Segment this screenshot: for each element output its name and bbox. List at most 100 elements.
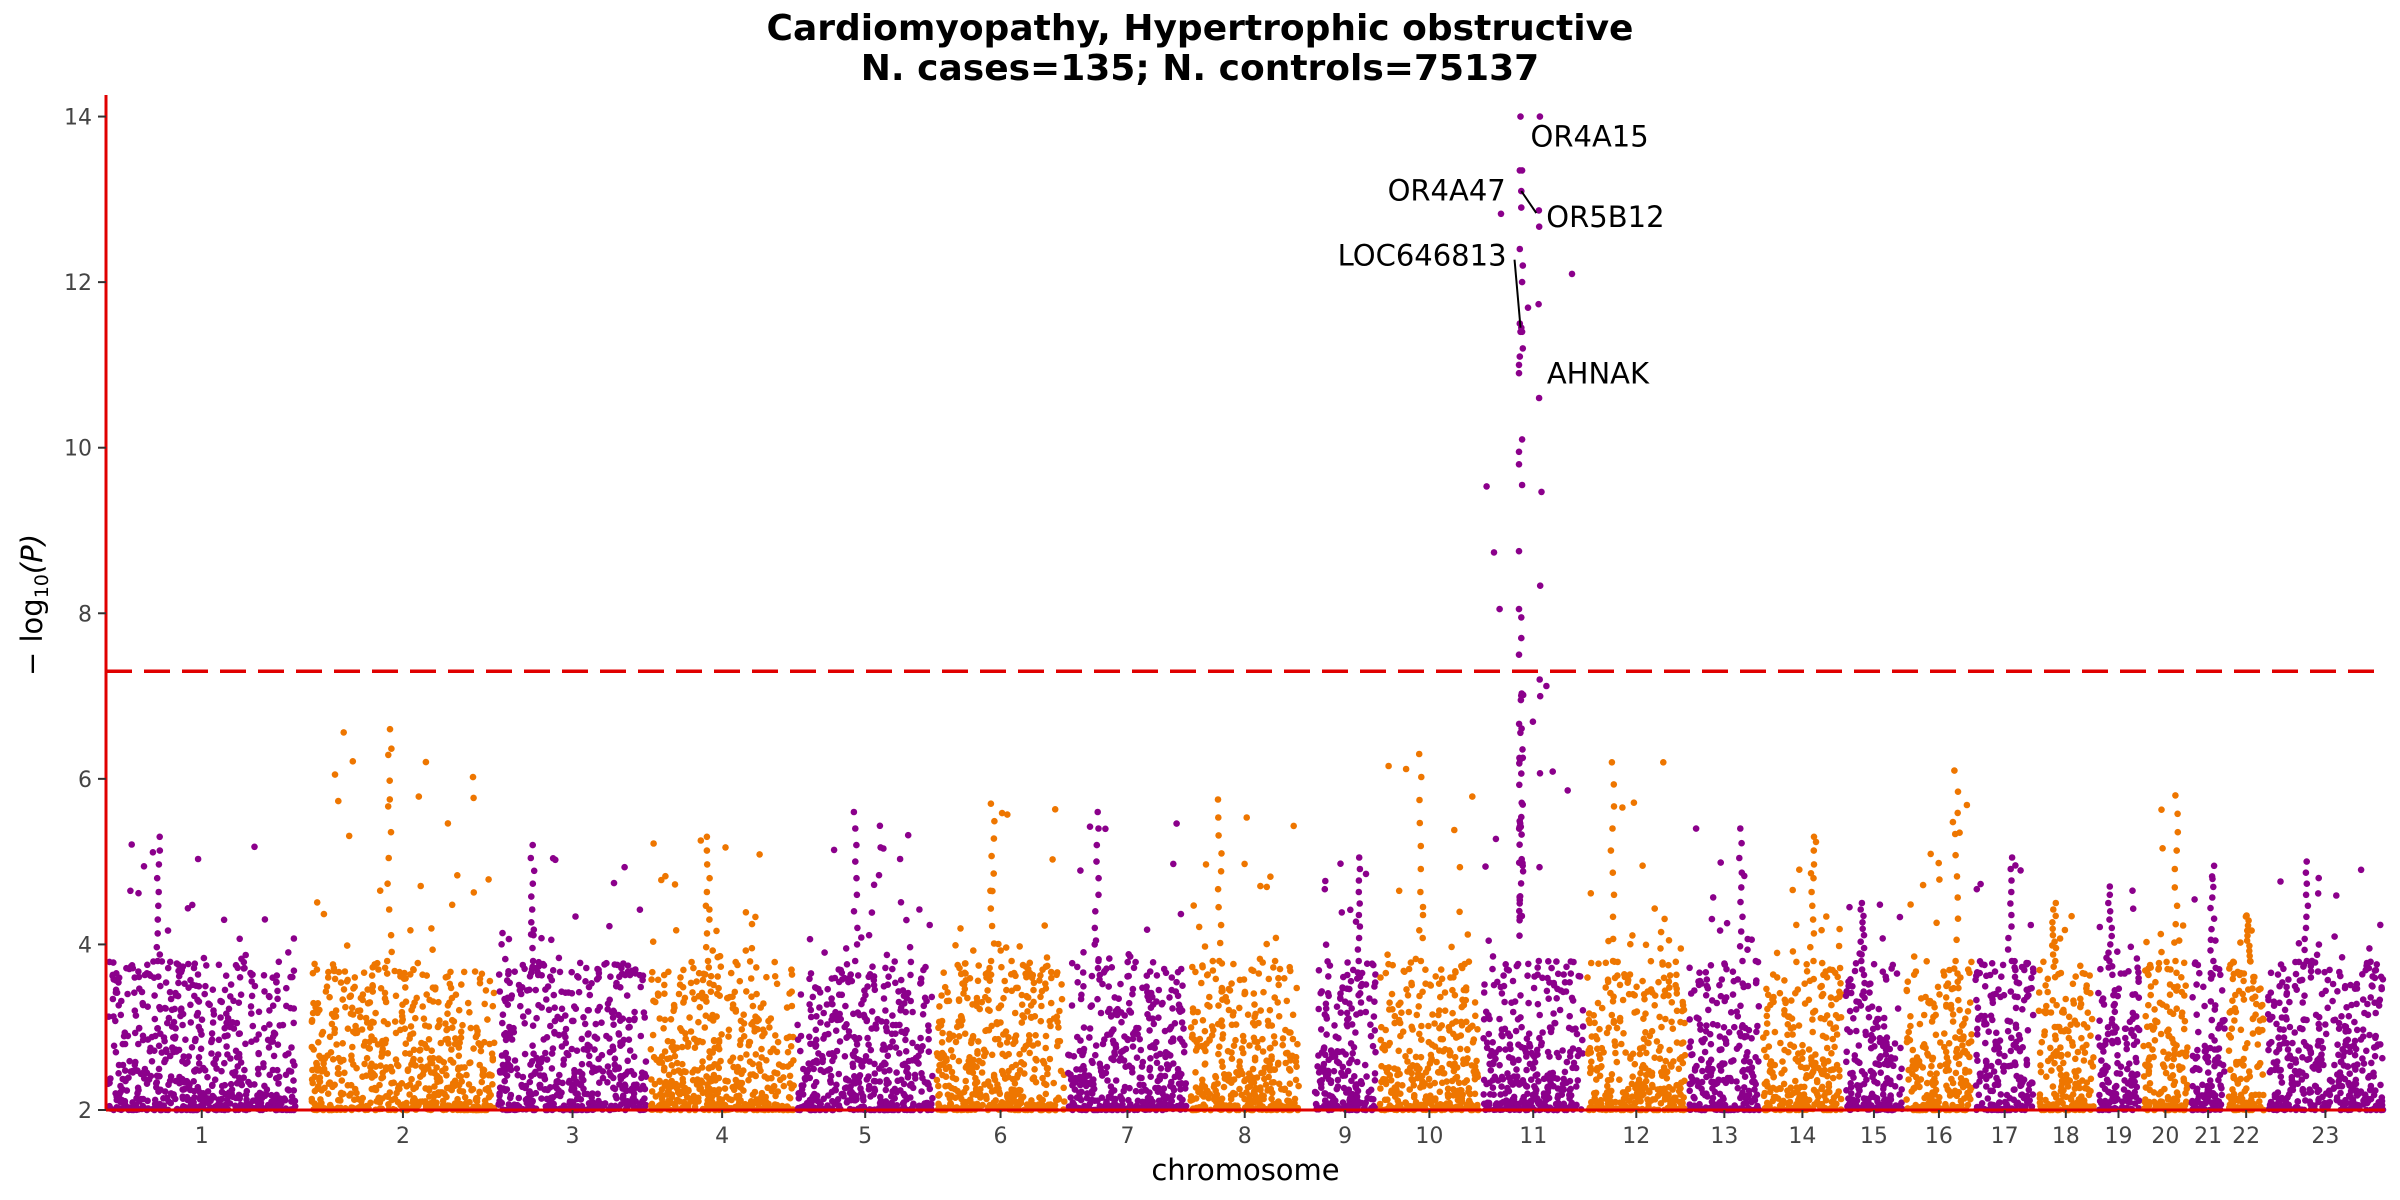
snp-point-1800 [636, 906, 644, 913]
snp-point-2546 [824, 985, 831, 993]
snp-point-3199 [991, 1087, 999, 1094]
snp-point-3467 [1173, 978, 1180, 986]
snp-point-3611 [1068, 1002, 1076, 1009]
snp-point-3185 [1026, 1049, 1033, 1057]
snp-point-470 [237, 991, 245, 998]
snp-point-548 [119, 1075, 126, 1083]
snp-point-3226 [952, 942, 959, 949]
snp-point-4446 [1457, 1032, 1465, 1039]
snp-point-1741 [515, 981, 523, 989]
snp-point-1695 [591, 1046, 598, 1053]
snp-point-3650 [1177, 910, 1185, 918]
snp-point-4666 [1534, 964, 1541, 971]
snp-point-2777 [876, 822, 884, 830]
snp-point-2622 [845, 1028, 853, 1035]
snp-point-1140 [376, 1095, 384, 1102]
snp-point-4044 [1190, 902, 1197, 909]
snp-point-3901 [1281, 975, 1288, 982]
snp-point-501 [224, 1051, 231, 1058]
snp-point-1231 [335, 968, 343, 976]
snp-point-4149 [1357, 1009, 1364, 1017]
snp-point-4653 [1553, 995, 1560, 1002]
snp-point-466 [182, 1036, 189, 1043]
snp-point-3059 [960, 981, 968, 988]
snp-point-1037 [466, 1009, 473, 1016]
snp-point-3851 [1279, 1041, 1286, 1049]
snp-point-1728 [604, 1063, 612, 1070]
snp-point-2013 [787, 1043, 795, 1050]
snp-point-580 [275, 1103, 283, 1110]
snp-point-3951 [1287, 1029, 1294, 1036]
snp-point-421 [255, 1008, 263, 1016]
snp-point-4047 [1199, 962, 1206, 969]
snp-point-3169 [1027, 1002, 1035, 1009]
snp-point-2677 [881, 1068, 888, 1075]
snp-point-1217 [384, 1050, 392, 1057]
snp-point-3364 [1103, 1063, 1111, 1071]
snp-point-408 [236, 974, 244, 981]
snp-point-2584 [920, 966, 927, 974]
snp-point-4625 [1452, 969, 1459, 976]
snp-point-3870 [1257, 1084, 1264, 1091]
snp-point-1127 [309, 1079, 317, 1087]
snp-point-4597 [1426, 1098, 1434, 1105]
snp-point-4544 [1436, 1024, 1443, 1032]
snp-point-2233 [785, 1094, 793, 1101]
snp-point-754 [460, 968, 468, 976]
snp-point-535 [158, 1049, 166, 1056]
snp-point-1193 [349, 1011, 357, 1018]
snp-point-4994 [1535, 223, 1543, 230]
snp-point-4989 [1482, 863, 1489, 870]
snp-point-4966 [1508, 1055, 1516, 1062]
snp-point-3587 [1088, 972, 1096, 980]
snp-point-3229 [1051, 806, 1059, 813]
snp-point-2699 [813, 1093, 820, 1101]
snp-point-4867 [1579, 1007, 1587, 1014]
snp-point-615 [194, 855, 202, 863]
snp-point-3128 [1058, 981, 1065, 988]
snp-point-3387 [1077, 1037, 1084, 1044]
snp-point-1418 [514, 1071, 522, 1079]
snp-point-975 [451, 1100, 459, 1108]
snp-point-3653 [1094, 964, 1102, 972]
snp-point-4572 [1456, 1102, 1464, 1110]
snp-point-4231 [1357, 1078, 1365, 1085]
snp-point-15 [209, 986, 217, 993]
snp-point-570 [196, 1089, 204, 1097]
snp-point-3602 [1144, 1011, 1151, 1018]
snp-point-605 [144, 1036, 152, 1043]
snp-point-1593 [530, 1050, 537, 1057]
snp-point-3999 [1209, 967, 1217, 974]
snp-point-572 [154, 1025, 161, 1032]
snp-point-353 [223, 1043, 230, 1050]
snp-point-4910 [1529, 1091, 1537, 1099]
snp-point-4287 [1355, 854, 1363, 861]
snp-point-4054 [1214, 885, 1222, 893]
snp-point-3110 [952, 1075, 960, 1083]
snp-point-2662 [904, 1064, 911, 1072]
snp-point-1459 [560, 1056, 568, 1063]
snp-point-3854 [1259, 1035, 1266, 1043]
snp-point-3428 [1137, 1046, 1145, 1054]
snp-point-1537 [571, 1066, 578, 1074]
snp-point-143 [290, 1019, 298, 1027]
snp-point-2132 [774, 1070, 781, 1077]
snp-point-1815 [529, 841, 536, 849]
snp-point-1533 [615, 1031, 623, 1038]
snp-point-4913 [1510, 1096, 1518, 1103]
snp-point-1716 [628, 1085, 636, 1092]
snp-point-4152 [1367, 1086, 1375, 1094]
snp-point-3462 [1104, 1008, 1112, 1016]
snp-point-1887 [749, 1002, 757, 1010]
snp-point-643 [156, 951, 164, 958]
snp-point-2751 [878, 1062, 886, 1069]
snp-point-498 [119, 1061, 127, 1069]
snp-point-4979 [1483, 483, 1490, 490]
snp-point-1748 [504, 1055, 512, 1063]
snp-point-1301 [548, 1050, 556, 1057]
snp-point-569 [113, 1093, 120, 1100]
snp-point-3622 [1094, 1097, 1101, 1104]
snp-point-3584 [1155, 986, 1163, 994]
snp-point-4001 [1206, 993, 1213, 1001]
snp-point-4594 [1422, 966, 1429, 973]
